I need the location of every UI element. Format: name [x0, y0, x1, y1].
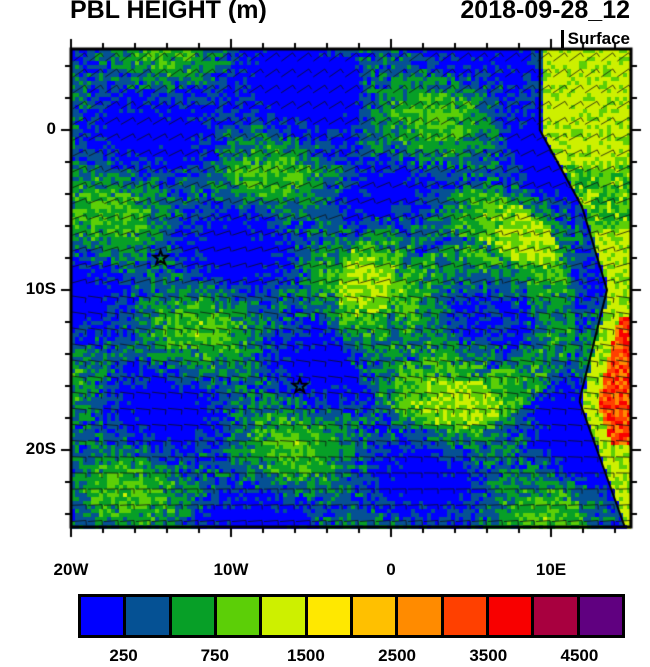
colorbar-box: [81, 597, 124, 635]
colorbar-box: [262, 597, 305, 635]
colorbar-label: 4500: [560, 646, 599, 665]
colorbar-label: 1500: [286, 646, 325, 665]
colorbar-box: [579, 597, 622, 635]
x-tick-label: 0: [386, 560, 396, 579]
level-label: Surface: [560, 30, 630, 48]
colorbar-box: [171, 597, 214, 635]
x-tick-label: 10E: [535, 560, 567, 579]
plot-title: PBL HEIGHT (m): [70, 0, 267, 24]
colorbar-box: [216, 597, 260, 635]
y-tick-label: 20S: [25, 439, 56, 458]
y-tick-label: 10S: [25, 279, 56, 298]
colorbar-box: [534, 597, 577, 635]
colorbar-label: 3500: [469, 646, 508, 665]
colorbar-box: [126, 597, 169, 635]
pbl-height-map: [0, 0, 650, 590]
colorbar-label: 250: [109, 646, 138, 665]
colorbar-label: 2500: [378, 646, 416, 665]
valid-time: 2018-09-28_12: [460, 0, 630, 24]
colorbar-box: [488, 597, 532, 635]
colorbar-box: [307, 597, 350, 635]
colorbar-box: [352, 597, 396, 635]
y-tick-label: 0: [46, 119, 56, 138]
colorbar-box: [443, 597, 486, 635]
x-tick-label: 10W: [213, 560, 249, 579]
colorbar-box: [398, 597, 441, 635]
colorbar-label: 750: [200, 646, 229, 665]
colorbar: [78, 594, 625, 638]
x-tick-label: 20W: [53, 560, 89, 579]
